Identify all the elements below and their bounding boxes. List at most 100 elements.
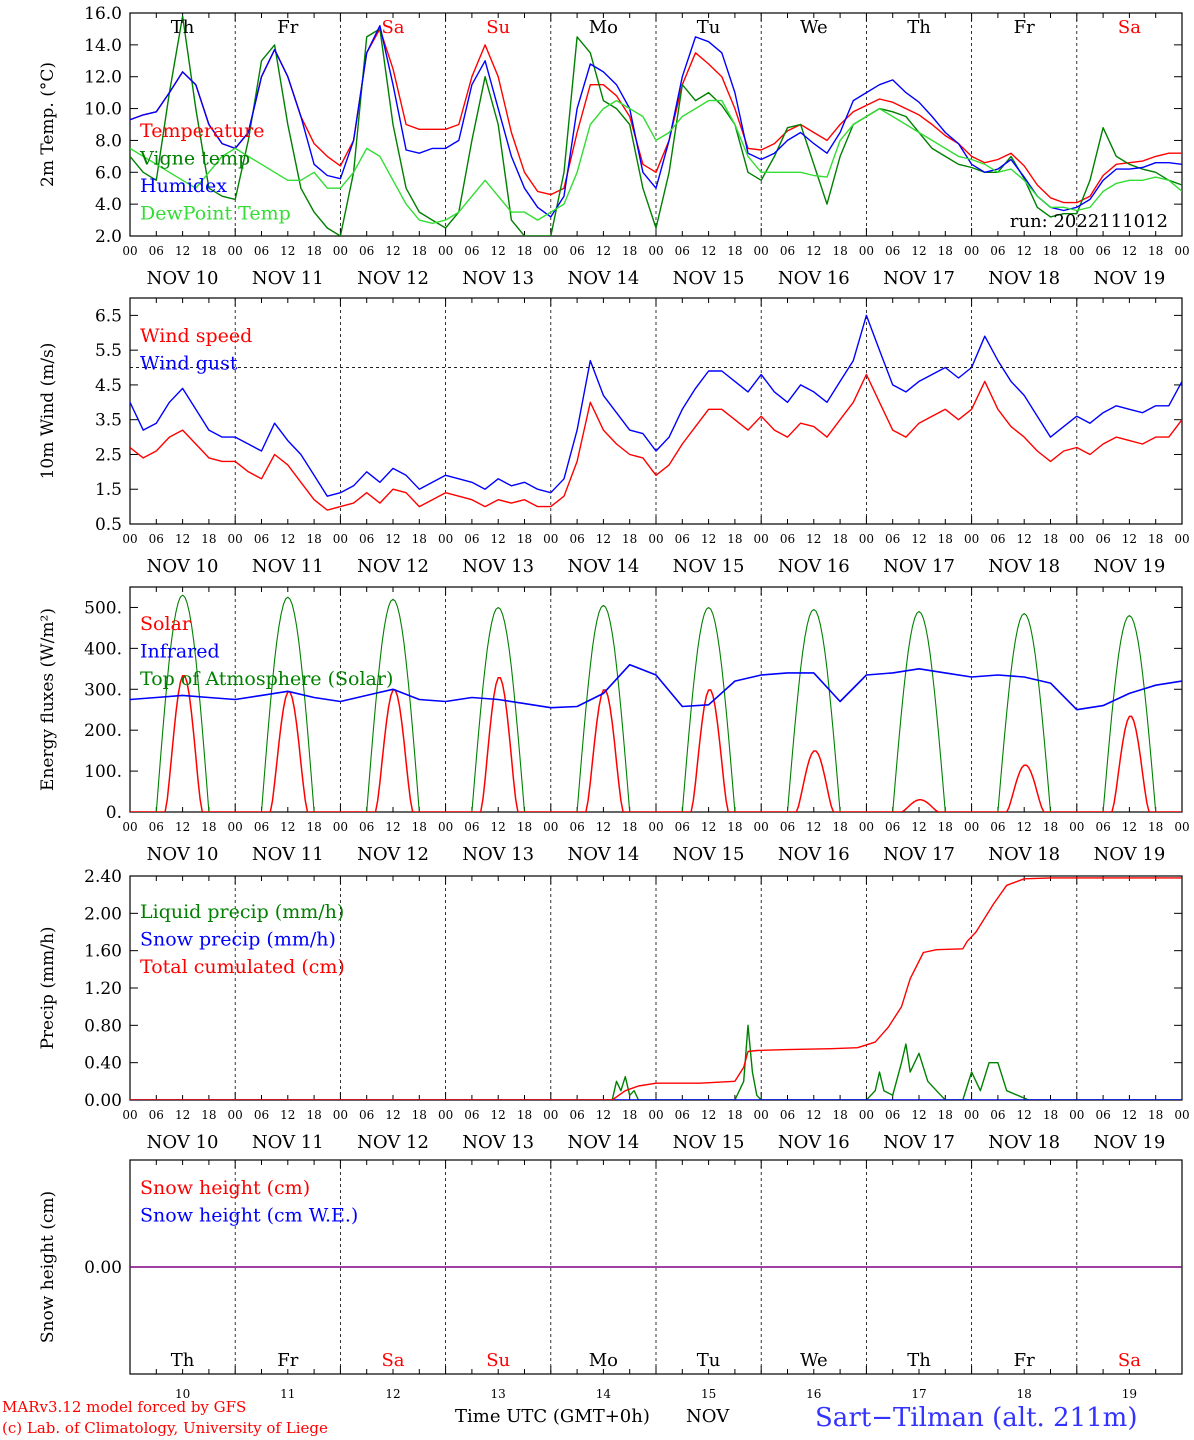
y-tick-label: 1.60 — [84, 942, 122, 962]
hour-label: 12 — [280, 532, 295, 546]
hour-label: 18 — [1148, 244, 1163, 258]
lab-credit: (c) Lab. of Climatology, University of L… — [2, 1419, 328, 1437]
hour-label: 12 — [911, 820, 926, 834]
hour-label: 00 — [964, 244, 979, 258]
hour-label: 06 — [359, 820, 374, 834]
hour-label: 18 — [832, 244, 847, 258]
hour-label: 12 — [911, 244, 926, 258]
series-dewpoint-temp — [130, 99, 1182, 225]
hour-label: 18 — [1148, 1108, 1163, 1122]
y-tick-label: 2.40 — [84, 867, 122, 887]
hour-label: 12 — [1017, 820, 1032, 834]
day-number: 10 — [175, 1387, 190, 1401]
day-label: Tu — [697, 17, 721, 38]
hour-label: 18 — [412, 244, 427, 258]
hour-label: 06 — [569, 1108, 584, 1122]
day-label: Mo — [589, 17, 618, 38]
date-label: NOV 13 — [462, 844, 534, 865]
hour-label: 12 — [491, 820, 506, 834]
hour-label: 12 — [385, 532, 400, 546]
day-label: Su — [486, 17, 510, 38]
hour-label: 00 — [964, 820, 979, 834]
date-label: NOV 18 — [988, 556, 1060, 577]
y-tick-label: 0.00 — [84, 1091, 122, 1111]
date-label: NOV 11 — [252, 556, 324, 577]
series-wind-speed — [130, 373, 1182, 511]
legend-entry: Infrared — [140, 641, 220, 663]
hour-label: 06 — [780, 820, 795, 834]
y-tick-label: 0.00 — [84, 1258, 122, 1278]
hour-label: 18 — [412, 1108, 427, 1122]
hour-label: 00 — [543, 532, 558, 546]
hour-label: 18 — [412, 532, 427, 546]
date-label: NOV 10 — [147, 556, 219, 577]
day-number: 18 — [1017, 1387, 1032, 1401]
hour-label: 06 — [1095, 532, 1110, 546]
hour-label: 12 — [911, 1108, 926, 1122]
hour-label: 06 — [990, 820, 1005, 834]
day-number: 12 — [385, 1387, 400, 1401]
hour-label: 12 — [596, 1108, 611, 1122]
hour-label: 12 — [385, 1108, 400, 1122]
hour-label: 18 — [938, 1108, 953, 1122]
date-label: NOV 12 — [357, 556, 429, 577]
hour-label: 00 — [648, 532, 663, 546]
day-label: We — [800, 17, 828, 38]
day-label: We — [800, 1350, 828, 1371]
hour-label: 06 — [885, 1108, 900, 1122]
y-tick-label: 6.0 — [95, 163, 122, 183]
hour-label: 18 — [201, 532, 216, 546]
panel-5: 0.00 Snow height (cm) Snow height (cm) Snow… — [38, 1159, 1183, 1375]
hour-label: 12 — [1017, 1108, 1032, 1122]
date-label: NOV 11 — [252, 1132, 324, 1153]
date-label: NOV 17 — [883, 556, 955, 577]
y-tick-label: 0.40 — [84, 1054, 122, 1074]
date-label: NOV 14 — [567, 268, 639, 289]
date-label: NOV 17 — [883, 268, 955, 289]
hour-label: 18 — [938, 820, 953, 834]
y-axis-label: Snow height (cm) — [38, 1191, 58, 1343]
date-label: NOV 10 — [147, 268, 219, 289]
hour-label: 06 — [885, 532, 900, 546]
hour-label: 12 — [491, 1108, 506, 1122]
hour-label: 00 — [122, 532, 137, 546]
y-tick-label: 0.5 — [95, 515, 122, 535]
station-label: Sart−Tilman (alt. 211m) — [815, 1403, 1138, 1433]
y-tick-label: 10.0 — [84, 100, 122, 120]
y-tick-label: 0.80 — [84, 1016, 122, 1036]
date-label: NOV 13 — [462, 556, 534, 577]
hour-label: 12 — [280, 244, 295, 258]
hour-label: 00 — [122, 244, 137, 258]
hour-label: 18 — [832, 1108, 847, 1122]
hour-label: 18 — [306, 1108, 321, 1122]
hour-label: 06 — [1095, 244, 1110, 258]
hour-label: 06 — [675, 532, 690, 546]
hour-label: 00 — [754, 820, 769, 834]
legend-entry: Snow precip (mm/h) — [140, 929, 336, 951]
hour-label: 18 — [517, 532, 532, 546]
hour-label: 00 — [754, 532, 769, 546]
series-group — [130, 594, 1182, 812]
hour-label: 00 — [122, 1108, 137, 1122]
date-label: NOV 15 — [673, 556, 745, 577]
hour-label: 06 — [149, 532, 164, 546]
hour-label: 12 — [806, 244, 821, 258]
hour-label: 06 — [149, 820, 164, 834]
day-label: Mo — [589, 1350, 618, 1371]
hour-label: 00 — [543, 820, 558, 834]
hour-label: 06 — [464, 1108, 479, 1122]
hour-label: 18 — [622, 1108, 637, 1122]
hour-label: 12 — [491, 244, 506, 258]
date-label: NOV 16 — [778, 844, 850, 865]
date-label: NOV 12 — [357, 268, 429, 289]
hour-label: 12 — [280, 820, 295, 834]
date-label: NOV 10 — [147, 1132, 219, 1153]
legend-entry: Wind speed — [140, 325, 252, 347]
legend-entry: Solar — [140, 613, 192, 635]
date-label: NOV 10 — [147, 844, 219, 865]
hour-label: 00 — [1069, 532, 1084, 546]
legend-entry: Humidex — [140, 175, 227, 197]
date-label: NOV 13 — [462, 268, 534, 289]
day-number: 16 — [806, 1387, 821, 1401]
day-label: Fr — [1014, 1350, 1035, 1371]
